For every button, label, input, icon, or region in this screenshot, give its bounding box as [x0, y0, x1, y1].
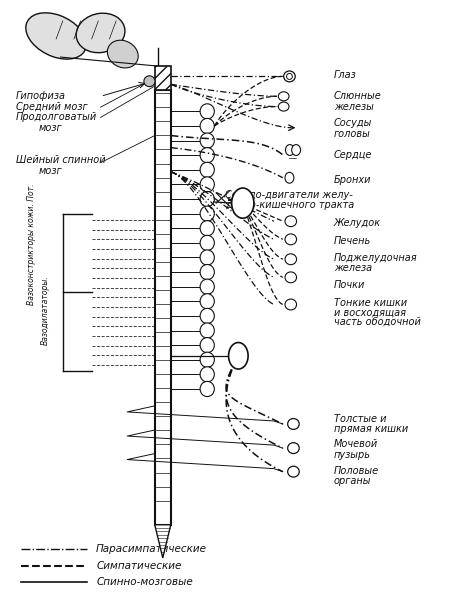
- Ellipse shape: [200, 250, 214, 265]
- Ellipse shape: [200, 177, 214, 192]
- Text: головы: головы: [334, 128, 371, 139]
- Text: мозг: мозг: [38, 166, 62, 175]
- Text: Почки: Почки: [334, 280, 365, 290]
- Ellipse shape: [285, 216, 297, 227]
- Ellipse shape: [200, 294, 214, 309]
- Text: Толстые и: Толстые и: [334, 414, 387, 424]
- Text: железы: железы: [334, 102, 374, 111]
- Ellipse shape: [279, 92, 289, 101]
- Ellipse shape: [144, 76, 155, 86]
- Text: Шейный спинной: Шейный спинной: [16, 155, 106, 164]
- Circle shape: [232, 188, 254, 218]
- Text: Поджелудочная: Поджелудочная: [334, 253, 418, 263]
- Ellipse shape: [285, 144, 294, 155]
- Text: пузырь: пузырь: [334, 450, 371, 460]
- Ellipse shape: [200, 279, 214, 294]
- Text: Продолговатый: Продолговатый: [16, 113, 97, 122]
- Ellipse shape: [200, 235, 214, 250]
- Circle shape: [229, 342, 248, 369]
- Ellipse shape: [26, 13, 86, 59]
- Text: дочно-кишечного тракта: дочно-кишечного тракта: [225, 200, 354, 210]
- Text: Сердце: Сердце: [334, 150, 372, 160]
- Ellipse shape: [285, 254, 297, 265]
- Ellipse shape: [288, 418, 299, 429]
- Ellipse shape: [200, 206, 214, 221]
- Polygon shape: [155, 525, 171, 558]
- Ellipse shape: [200, 352, 214, 367]
- Text: прямая кишки: прямая кишки: [334, 424, 408, 434]
- Ellipse shape: [200, 162, 214, 177]
- Ellipse shape: [285, 272, 297, 283]
- Ellipse shape: [200, 367, 214, 382]
- Text: Симпатические: Симпатические: [96, 561, 181, 571]
- Ellipse shape: [292, 144, 301, 155]
- Ellipse shape: [288, 466, 299, 477]
- Ellipse shape: [108, 40, 138, 68]
- Bar: [155, 66, 171, 90]
- Text: Слюнные: Слюнные: [334, 91, 382, 101]
- Ellipse shape: [285, 234, 297, 245]
- Text: Гипофиза: Гипофиза: [16, 91, 66, 101]
- Text: Тонкие кишки: Тонкие кишки: [334, 298, 407, 308]
- Ellipse shape: [285, 299, 297, 310]
- Ellipse shape: [200, 264, 214, 280]
- Text: Бронхи: Бронхи: [334, 175, 371, 185]
- Text: Парасимпатические: Парасимпатические: [96, 544, 207, 555]
- Ellipse shape: [76, 13, 125, 53]
- Ellipse shape: [200, 308, 214, 323]
- Text: Вазоконстрикторы кожи. Пот.: Вазоконстрикторы кожи. Пот.: [27, 183, 36, 305]
- Ellipse shape: [287, 73, 292, 79]
- Text: Желудок: Желудок: [334, 218, 381, 228]
- Ellipse shape: [200, 220, 214, 236]
- Text: Сосудо-двигатели желу-: Сосудо-двигатели желу-: [225, 190, 353, 200]
- Text: Сосуды: Сосуды: [334, 119, 372, 128]
- Ellipse shape: [284, 71, 295, 82]
- Text: железа: железа: [334, 263, 372, 273]
- Ellipse shape: [200, 133, 214, 148]
- Ellipse shape: [285, 172, 294, 183]
- Text: Печень: Печень: [334, 236, 371, 246]
- Text: органы: органы: [334, 476, 371, 487]
- Text: Глаз: Глаз: [334, 70, 357, 80]
- Ellipse shape: [288, 443, 299, 454]
- Ellipse shape: [200, 191, 214, 206]
- Ellipse shape: [200, 104, 214, 119]
- Ellipse shape: [200, 323, 214, 338]
- Text: и восходящая: и восходящая: [334, 308, 406, 317]
- Text: Вазодилататоры.: Вазодилататоры.: [40, 276, 50, 345]
- Ellipse shape: [279, 102, 289, 111]
- Bar: [155, 90, 171, 525]
- Ellipse shape: [200, 147, 214, 163]
- Text: Половые: Половые: [334, 466, 379, 476]
- Text: Средний мозг: Средний мозг: [16, 102, 88, 112]
- Text: Мочевой: Мочевой: [334, 440, 378, 449]
- Text: часть ободочной: часть ободочной: [334, 317, 421, 327]
- Ellipse shape: [200, 118, 214, 133]
- Text: мозг: мозг: [38, 122, 62, 133]
- Text: Спинно-мозговые: Спинно-мозговые: [96, 577, 193, 587]
- Ellipse shape: [200, 337, 214, 353]
- Ellipse shape: [200, 381, 214, 396]
